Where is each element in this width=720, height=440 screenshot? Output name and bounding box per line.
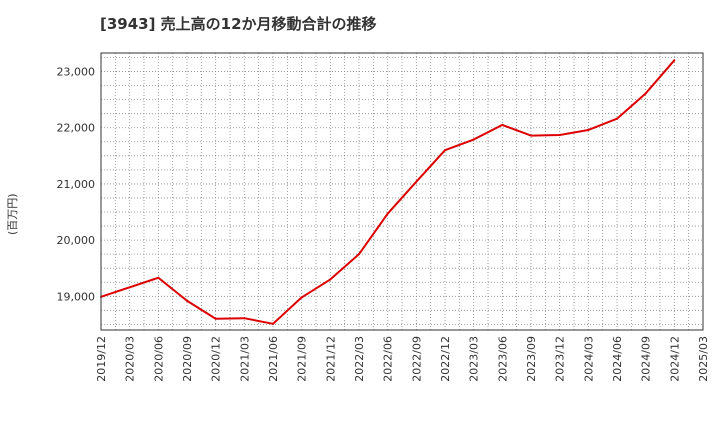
data-point (386, 212, 389, 215)
x-tick-label: 2023/03 (468, 336, 481, 382)
x-tick-label: 2024/06 (611, 336, 624, 382)
y-tick-label: 20,000 (57, 234, 96, 247)
x-tick-label: 2024/09 (640, 336, 653, 382)
x-tick-label: 2021/12 (324, 336, 337, 382)
x-tick-label: 2020/12 (210, 336, 223, 382)
data-point (587, 128, 590, 131)
data-point (558, 134, 561, 137)
data-marks (100, 59, 676, 325)
y-tick-label: 21,000 (57, 178, 96, 191)
data-point (128, 286, 131, 289)
data-point (329, 278, 332, 281)
plot-border (100, 52, 704, 331)
x-tick-label: 2025/03 (697, 336, 710, 382)
x-tick-label: 2020/03 (124, 336, 137, 382)
data-point (157, 276, 160, 279)
x-tick-label: 2019/12 (95, 336, 108, 382)
x-tick-label: 2024/12 (668, 336, 681, 382)
data-point (472, 138, 475, 141)
data-point (272, 322, 274, 325)
chart-title: [3943] 売上高の12か月移動合計の推移 (100, 15, 377, 33)
x-tick-label: 2021/03 (238, 336, 251, 382)
data-point (243, 317, 246, 320)
data-point (530, 134, 532, 137)
data-point (214, 317, 217, 320)
x-tick-label: 2021/09 (296, 336, 309, 382)
y-tick-label: 19,000 (57, 290, 96, 303)
x-tick-label: 2022/06 (382, 336, 395, 382)
y-tick-label: 23,000 (57, 66, 96, 79)
x-tick-label: 2023/12 (554, 336, 567, 382)
x-tick-label: 2022/12 (439, 336, 452, 382)
x-tick-label: 2022/03 (353, 336, 366, 382)
data-point (300, 296, 303, 299)
x-tick-label: 2022/09 (410, 336, 423, 382)
x-tick-label: 2020/09 (181, 336, 194, 382)
data-point (616, 117, 618, 120)
data-point (415, 180, 418, 183)
y-tick-labels: 19,000 20,000 21,000 22,000 23,000 (57, 66, 96, 304)
data-point (444, 149, 446, 152)
x-tick-label: 2023/09 (525, 336, 538, 382)
data-point (673, 59, 676, 62)
data-point (644, 92, 647, 95)
data-point (501, 123, 504, 126)
data-point (186, 299, 188, 302)
data-point (358, 253, 360, 256)
x-tick-label: 2023/06 (496, 336, 509, 382)
x-tick-label: 2024/03 (582, 336, 595, 382)
x-tick-labels: 2019/12 2020/03 2020/06 2020/09 2020/12 2021/… (95, 336, 710, 382)
x-tick-label: 2020/06 (152, 336, 165, 382)
x-tick-label: 2021/06 (267, 336, 280, 382)
y-tick-label: 22,000 (57, 122, 96, 135)
